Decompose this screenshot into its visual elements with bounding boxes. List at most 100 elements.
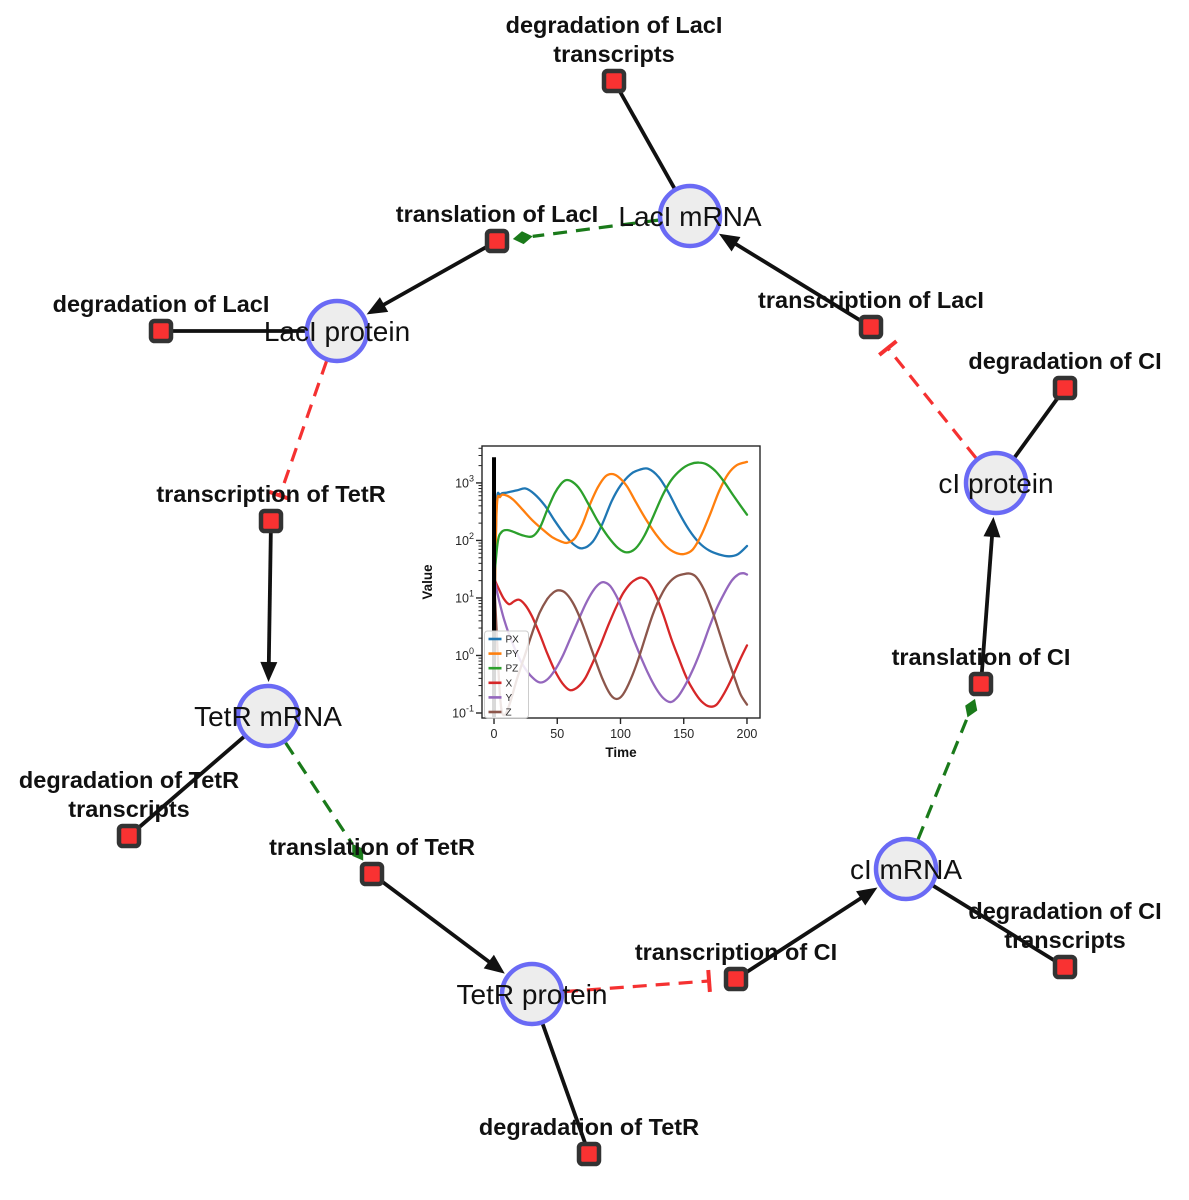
reaction-node-transcr-ci[interactable]: transcription of CI bbox=[635, 939, 837, 992]
edge-tetr-mrna-to-transl-tetr bbox=[284, 741, 364, 861]
species-circle[interactable] bbox=[499, 961, 565, 1027]
reaction-square[interactable] bbox=[1052, 375, 1078, 401]
x-tick-label: 50 bbox=[550, 727, 564, 741]
x-tick-label: 100 bbox=[610, 727, 631, 741]
species-node-tetr-mrna[interactable]: TetR mRNA bbox=[194, 683, 342, 749]
species-label: TetR mRNA bbox=[194, 701, 342, 732]
species-circle[interactable] bbox=[304, 298, 370, 364]
species-nodes-layer: LacI mRNA LacI protein cI protein TetR mRNA… bbox=[194, 183, 1054, 1027]
reaction-square[interactable] bbox=[258, 508, 284, 534]
reaction-label: transcription of TetR bbox=[156, 481, 385, 507]
series-line-PY bbox=[492, 460, 749, 660]
species-circle[interactable] bbox=[235, 683, 301, 749]
edge-ci-protein-to-transcr-laci bbox=[878, 339, 978, 460]
edge-transcr-ci-to-ci-mrna bbox=[734, 887, 878, 981]
y-tick-label: 10-1 bbox=[452, 703, 474, 720]
reaction-square[interactable] bbox=[858, 314, 884, 340]
reaction-square[interactable] bbox=[359, 861, 385, 887]
reaction-node-deg-tetr-tx[interactable]: degradation of TetR transcripts bbox=[19, 767, 239, 849]
species-label: cI mRNA bbox=[850, 854, 962, 885]
inhibitor-tbar-icon bbox=[878, 339, 898, 357]
reaction-label: degradation of TetR bbox=[19, 767, 239, 793]
modifier-diamond-icon bbox=[512, 231, 533, 245]
edge-ci-mrna-to-transl-ci bbox=[916, 698, 978, 840]
edge-laci-mrna-to-transl-laci bbox=[512, 218, 659, 245]
edge-transl-laci-to-laci-protein bbox=[366, 239, 498, 315]
arrowhead-icon bbox=[718, 233, 741, 252]
reaction-nodes-layer: degradation of LacI transcripts translatio… bbox=[19, 12, 1162, 1167]
y-tick-label: 100 bbox=[455, 646, 474, 663]
reaction-square[interactable] bbox=[723, 966, 749, 992]
reaction-node-transl-ci[interactable]: translation of CI bbox=[892, 644, 1071, 697]
species-node-laci-protein[interactable]: LacI protein bbox=[264, 298, 410, 364]
reaction-label: translation of CI bbox=[892, 644, 1071, 670]
x-tick-label: 0 bbox=[491, 727, 498, 741]
edge-transcr-laci-to-laci-mrna bbox=[718, 233, 872, 329]
reaction-node-deg-ci-tx[interactable]: degradation of CI transcripts bbox=[968, 898, 1162, 980]
reaction-square[interactable] bbox=[968, 671, 994, 697]
inhibitor-tbar-icon bbox=[268, 489, 291, 501]
reaction-node-transl-laci[interactable]: translation of LacI bbox=[396, 201, 598, 254]
reaction-label: degradation of LacI bbox=[506, 12, 723, 38]
reaction-node-deg-laci[interactable]: degradation of LacI bbox=[53, 291, 270, 344]
reaction-square[interactable] bbox=[484, 228, 510, 254]
y-tick-label: 103 bbox=[455, 473, 474, 490]
reaction-label: translation of TetR bbox=[269, 834, 475, 860]
reaction-square[interactable] bbox=[576, 1141, 602, 1167]
legend-label-X: X bbox=[506, 678, 513, 689]
production-edge-line bbox=[731, 240, 872, 329]
reaction-node-transcr-laci[interactable]: transcription of LacI bbox=[758, 287, 984, 340]
reaction-square[interactable] bbox=[116, 823, 142, 849]
y-tick-label: 102 bbox=[455, 531, 474, 548]
species-label: LacI mRNA bbox=[618, 201, 761, 232]
edge-transcr-tetr-to-tetr-mrna bbox=[260, 520, 278, 683]
arrowhead-icon bbox=[483, 954, 505, 974]
production-edge-line bbox=[379, 239, 498, 309]
modifier-edge-line bbox=[284, 741, 354, 845]
legend-label-Z: Z bbox=[506, 708, 512, 719]
production-edge-line bbox=[979, 532, 995, 685]
species-node-ci-protein[interactable]: cI protein bbox=[938, 450, 1054, 516]
species-node-laci-mrna[interactable]: LacI mRNA bbox=[618, 183, 762, 249]
series-line-PX bbox=[492, 467, 749, 660]
legend-label-PZ: PZ bbox=[506, 664, 519, 675]
reaction-square[interactable] bbox=[148, 318, 174, 344]
reaction-node-deg-tetr[interactable]: degradation of TetR bbox=[479, 1114, 699, 1167]
modifier-edge-line bbox=[916, 716, 969, 840]
reaction-square[interactable] bbox=[1052, 954, 1078, 980]
x-tick-label: 150 bbox=[673, 727, 694, 741]
edge-tetr-protein-to-transcr-ci bbox=[563, 969, 712, 994]
species-node-ci-mrna[interactable]: cI mRNA bbox=[850, 836, 962, 902]
modifier-edge-line bbox=[532, 218, 659, 238]
species-node-tetr-protein[interactable]: TetR protein bbox=[457, 961, 608, 1027]
reaction-label: transcription of CI bbox=[635, 939, 837, 965]
reaction-label: degradation of TetR bbox=[479, 1114, 699, 1140]
y-tick-label: 101 bbox=[455, 588, 474, 605]
arrowhead-icon bbox=[856, 887, 878, 906]
reaction-label: translation of LacI bbox=[396, 201, 598, 227]
species-label: cI protein bbox=[938, 468, 1053, 499]
reaction-node-deg-ci[interactable]: degradation of CI bbox=[968, 348, 1162, 401]
reaction-node-transcr-tetr[interactable]: transcription of TetR bbox=[156, 481, 386, 534]
production-edge-line bbox=[734, 894, 866, 981]
species-circle[interactable] bbox=[963, 450, 1029, 516]
inhibition-edge-line bbox=[278, 360, 329, 497]
arrowhead-icon bbox=[983, 516, 1001, 538]
series-line-Y bbox=[492, 572, 749, 704]
x-tick-label: 200 bbox=[737, 727, 758, 741]
edge-transl-tetr-to-tetr-protein bbox=[370, 872, 505, 974]
legend-label-Y: Y bbox=[506, 693, 513, 704]
chart-legend: PX PY PZ XYZ bbox=[484, 630, 529, 719]
species-circle[interactable] bbox=[873, 836, 939, 902]
reaction-label: degradation of LacI bbox=[53, 291, 270, 317]
reaction-label: transcripts bbox=[1004, 927, 1125, 953]
species-label: LacI protein bbox=[264, 316, 410, 347]
reaction-label: transcripts bbox=[68, 796, 189, 822]
reaction-square[interactable] bbox=[601, 68, 627, 94]
reaction-node-deg-laci-tx[interactable]: degradation of LacI transcripts bbox=[506, 12, 723, 94]
reaction-node-transl-tetr[interactable]: translation of TetR bbox=[269, 834, 475, 887]
modifier-diamond-icon bbox=[352, 843, 364, 861]
reaction-label: degradation of CI bbox=[968, 898, 1161, 924]
species-circle[interactable] bbox=[657, 183, 723, 249]
series-line-PZ bbox=[492, 461, 749, 582]
